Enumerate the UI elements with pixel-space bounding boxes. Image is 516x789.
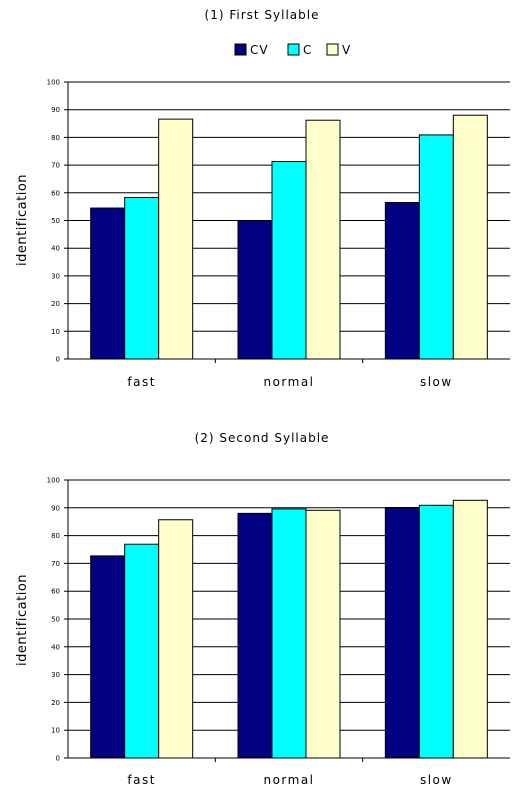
legend-swatch-cv [234, 43, 247, 56]
y-tick-label: 70 [51, 162, 60, 170]
y-tick-label: 70 [51, 560, 60, 568]
y-tick-label: 20 [51, 699, 60, 707]
legend-swatch-c [287, 43, 300, 56]
chart-first-syllable: (1) First Syllable 0 10 20 30 40 50 60 70 80 90 100… [15, 8, 510, 389]
bar-v-normal [305, 119, 341, 360]
y-tick-label: 50 [51, 217, 60, 225]
y-tick-label: 90 [51, 106, 60, 114]
x-tick-label: slow [420, 773, 453, 787]
y-tick-label: 20 [51, 300, 60, 308]
bar-v-fast [158, 519, 194, 759]
y-axis-label: identification [15, 574, 30, 666]
y-tick-label: 80 [51, 532, 60, 540]
legend-label-v: V [342, 43, 351, 57]
bar-v-fast [158, 118, 194, 360]
y-tick-label: 50 [51, 616, 60, 624]
bar-cv-slow [384, 507, 420, 759]
y-tick-label: 80 [51, 134, 60, 142]
y-tick-label: 60 [51, 588, 60, 596]
y-tick-label: 40 [51, 245, 60, 253]
y-tick-label: 10 [51, 727, 60, 735]
legend: CV C V [234, 43, 351, 57]
bar-cv-fast [90, 555, 126, 759]
bar-v-slow [452, 114, 488, 360]
legend-label-cv: CV [250, 43, 269, 57]
bar-cv-normal [237, 512, 273, 759]
x-tick-label: fast [127, 773, 156, 787]
y-tick-label: 90 [51, 504, 60, 512]
chart-title: (1) First Syllable [205, 8, 320, 22]
bar-cv-fast [90, 207, 126, 360]
bar-c-normal [271, 508, 307, 759]
bar-c-fast [124, 197, 160, 360]
y-tick-label: 100 [47, 79, 60, 87]
x-tick-label: normal [263, 773, 314, 787]
bar-cv-slow [384, 201, 420, 360]
chart-second-syllable: (2) Second Syllable 0 10 20 30 40 50 60 70 80 90 10… [15, 431, 510, 787]
y-tick-label: 30 [51, 671, 60, 679]
x-tick-label: normal [263, 375, 314, 389]
y-tick-label: 60 [51, 189, 60, 197]
bar-c-slow [418, 134, 454, 360]
bar-c-slow [418, 504, 454, 759]
x-tick-label: fast [127, 375, 156, 389]
y-tick-label: 0 [56, 755, 60, 763]
y-tick-label: 30 [51, 272, 60, 280]
chart-title: (2) Second Syllable [195, 431, 330, 445]
bar-cv-normal [237, 220, 273, 360]
y-tick-label: 10 [51, 328, 60, 336]
legend-swatch-v [326, 43, 339, 56]
bar-v-normal [305, 509, 341, 759]
bar-c-normal [271, 160, 307, 360]
y-tick-label: 0 [56, 356, 60, 364]
y-tick-label: 100 [47, 477, 60, 485]
y-axis-label: identification [15, 174, 30, 266]
y-tick-label: 40 [51, 643, 60, 651]
bar-c-fast [124, 543, 160, 759]
legend-label-c: C [303, 43, 312, 57]
x-tick-label: slow [420, 375, 453, 389]
bar-v-slow [452, 499, 488, 759]
